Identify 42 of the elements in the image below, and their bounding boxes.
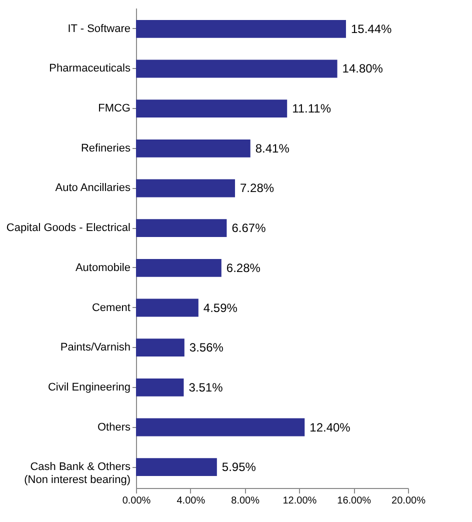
bar bbox=[136, 418, 305, 436]
data-label: 15.44% bbox=[350, 22, 392, 36]
x-tick-label: 0.00% bbox=[122, 496, 151, 506]
bar bbox=[136, 378, 184, 396]
y-tick-label: Cash Bank & Others (Non interest bearing) bbox=[24, 461, 131, 486]
x-tick-label: 12.00% bbox=[282, 496, 317, 506]
bar bbox=[136, 179, 236, 198]
data-label: 4.59% bbox=[203, 300, 238, 315]
y-tick-label: Cement bbox=[92, 302, 130, 314]
x-tick-label: 4.00% bbox=[176, 496, 206, 506]
data-label: 14.80% bbox=[342, 62, 384, 76]
data-label: 6.28% bbox=[226, 260, 261, 275]
bar bbox=[136, 298, 198, 317]
bar bbox=[136, 60, 338, 78]
x-tick-label: 20.00% bbox=[392, 496, 426, 506]
bar bbox=[136, 219, 227, 238]
data-label: 7.28% bbox=[240, 181, 274, 196]
data-label: 8.41% bbox=[255, 141, 290, 156]
y-tick-label: Capital Goods - Electrical bbox=[6, 222, 130, 234]
data-label: 3.56% bbox=[189, 340, 224, 355]
bar bbox=[136, 458, 217, 476]
y-tick-label: IT - Software bbox=[68, 22, 130, 35]
bar bbox=[136, 258, 222, 277]
y-tick-label: Automobile bbox=[75, 262, 130, 274]
bar bbox=[136, 100, 288, 118]
bar bbox=[136, 139, 250, 158]
bar bbox=[136, 338, 184, 357]
y-tick-label: FMCG bbox=[98, 102, 130, 115]
x-tick-label: 16.00% bbox=[337, 496, 372, 506]
bar bbox=[136, 20, 346, 38]
data-label: 12.40% bbox=[310, 420, 351, 434]
y-tick-label: Pharmaceuticals bbox=[49, 62, 131, 75]
data-label: 11.11% bbox=[292, 102, 332, 116]
data-label: 6.67% bbox=[232, 221, 266, 236]
x-tick-label: 8.00% bbox=[231, 496, 260, 506]
data-label: 3.51% bbox=[188, 380, 224, 394]
y-tick-label: Refineries bbox=[80, 142, 131, 154]
y-tick-label: Paints/Varnish bbox=[60, 342, 130, 354]
y-tick-label: Others bbox=[97, 421, 131, 434]
y-tick-label: Civil Engineering bbox=[48, 381, 130, 394]
y-tick-label: Auto Ancillaries bbox=[55, 182, 131, 194]
data-label: 5.95% bbox=[222, 460, 256, 474]
